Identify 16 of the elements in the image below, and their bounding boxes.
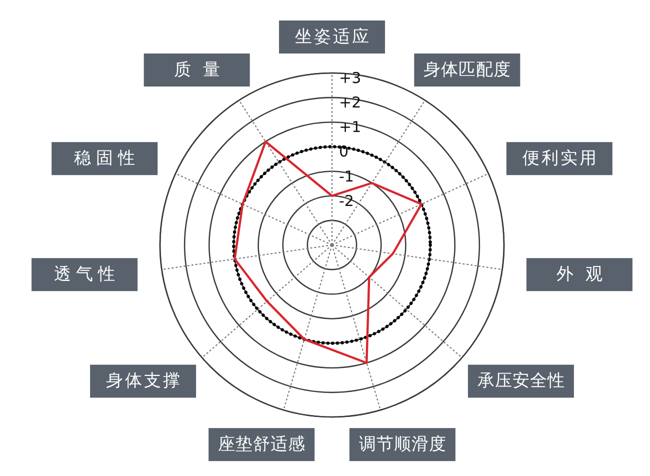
spoke-label: 稳固性: [74, 148, 140, 169]
y-tick-label: 0: [339, 142, 349, 161]
y-tick-label: -1: [339, 167, 354, 186]
spoke-label: 外观: [556, 264, 614, 285]
spoke-label: 调节顺滑度: [358, 434, 446, 455]
spoke-label: 座垫舒适感: [218, 434, 306, 455]
spoke-label: 身体支撑: [106, 371, 182, 392]
y-tick-label: +3: [339, 69, 362, 87]
spoke-label: 质量: [174, 60, 232, 80]
spoke-label: 坐姿适应: [295, 27, 371, 47]
y-tick-label: +1: [339, 118, 362, 136]
spoke-label: 透气性: [54, 264, 120, 285]
y-tick-label: +2: [339, 94, 362, 112]
spoke-label: 承压安全性: [477, 371, 565, 392]
spoke-label: 身体匹配度: [424, 60, 512, 80]
spoke-label: 便利实用: [522, 148, 598, 169]
